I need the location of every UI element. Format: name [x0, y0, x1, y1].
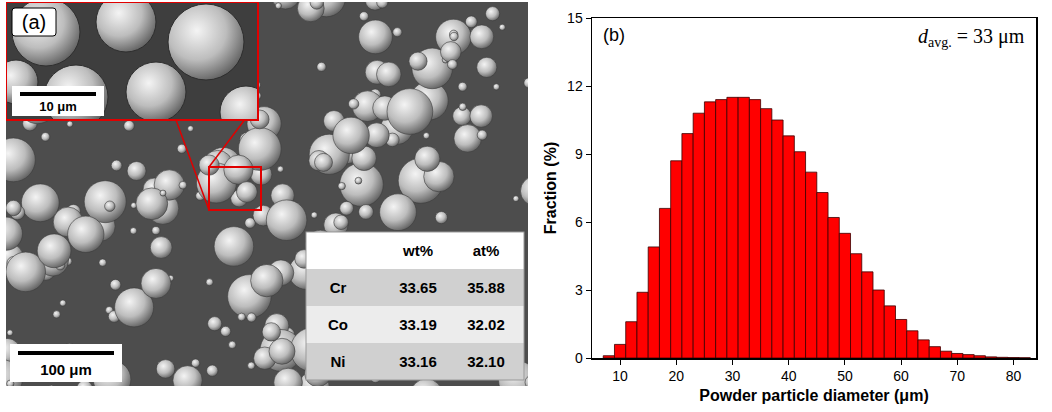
svg-text:Fraction (%): Fraction (%): [542, 142, 559, 234]
svg-text:80: 80: [1006, 368, 1022, 384]
svg-text:3: 3: [575, 282, 583, 298]
svg-text:(b): (b): [603, 25, 625, 45]
svg-text:10: 10: [612, 368, 628, 384]
svg-text:Ni: Ni: [331, 353, 346, 370]
svg-text:100 μm: 100 μm: [40, 361, 92, 378]
svg-text:at%: at%: [473, 242, 500, 259]
svg-text:50: 50: [837, 368, 853, 384]
svg-text:12: 12: [567, 78, 583, 94]
svg-text:0: 0: [575, 350, 583, 366]
svg-text:70: 70: [950, 368, 966, 384]
svg-text:35.88: 35.88: [467, 279, 505, 296]
svg-text:6: 6: [575, 214, 583, 230]
svg-text:32.10: 32.10: [467, 353, 505, 370]
svg-text:wt%: wt%: [402, 242, 433, 259]
svg-text:32.02: 32.02: [467, 316, 505, 333]
svg-text:30: 30: [725, 368, 741, 384]
svg-text:20: 20: [669, 368, 685, 384]
svg-text:Powder particle diameter (μm): Powder particle diameter (μm): [699, 387, 928, 404]
svg-text:d​avg.​ = 33 μm: d​avg.​ = 33 μm: [918, 25, 1025, 50]
svg-text:9: 9: [575, 146, 583, 162]
svg-text:33.19: 33.19: [399, 316, 437, 333]
svg-text:33.65: 33.65: [399, 279, 437, 296]
svg-text:15: 15: [567, 10, 583, 26]
svg-text:(a): (a): [22, 11, 46, 33]
svg-text:60: 60: [893, 368, 909, 384]
svg-text:Co: Co: [328, 316, 348, 333]
svg-text:33.16: 33.16: [399, 353, 437, 370]
svg-text:40: 40: [781, 368, 797, 384]
svg-text:10 μm: 10 μm: [39, 99, 77, 114]
svg-text:Cr: Cr: [330, 279, 347, 296]
